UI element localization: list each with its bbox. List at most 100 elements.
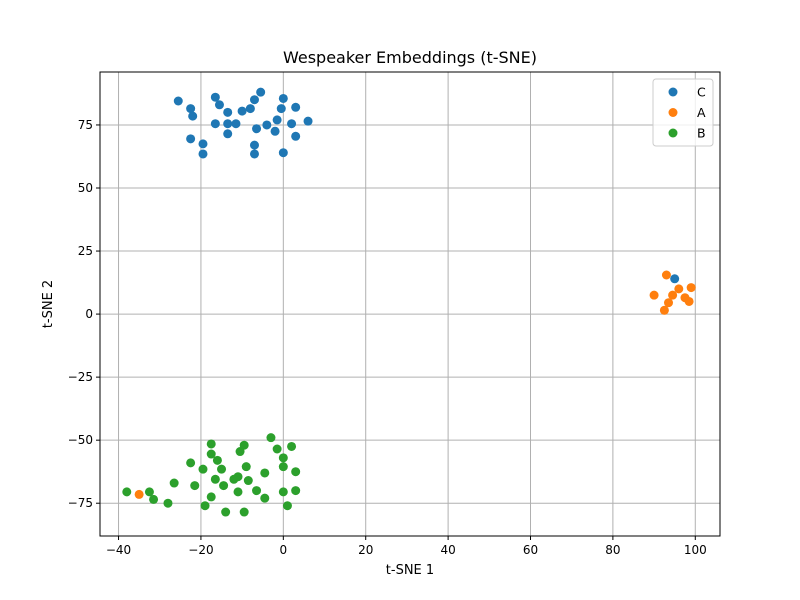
data-point	[212, 455, 222, 465]
data-point	[229, 474, 239, 484]
data-point	[214, 100, 224, 110]
series-B	[122, 433, 301, 517]
y-tick-label: 75	[78, 118, 93, 132]
data-point	[134, 489, 144, 499]
data-point	[210, 474, 220, 484]
legend-marker	[668, 108, 678, 117]
data-point	[262, 120, 272, 130]
data-point	[684, 296, 694, 306]
y-tick-label: −25	[68, 370, 93, 384]
data-point	[221, 507, 231, 517]
data-point	[206, 439, 216, 449]
data-point	[278, 93, 288, 103]
data-point	[223, 107, 233, 117]
chart-title: Wespeaker Embeddings (t-SNE)	[283, 48, 537, 67]
data-point	[223, 119, 233, 129]
data-point	[198, 149, 208, 159]
data-point	[276, 104, 286, 114]
data-point	[291, 131, 301, 141]
data-point	[649, 290, 659, 300]
data-point	[144, 487, 154, 497]
data-point	[239, 507, 249, 517]
data-point	[223, 129, 233, 139]
data-point	[217, 464, 227, 474]
x-tick-label: −40	[106, 543, 131, 557]
data-point	[252, 124, 262, 134]
data-point	[235, 447, 245, 457]
data-point	[282, 501, 292, 511]
data-point	[278, 453, 288, 463]
data-point	[249, 140, 259, 150]
data-point	[686, 283, 696, 293]
data-point	[664, 298, 674, 308]
data-point	[303, 116, 313, 126]
x-tick-label: 80	[605, 543, 620, 557]
plot-frame	[99, 71, 721, 537]
data-point	[243, 476, 253, 486]
data-point	[245, 104, 255, 114]
data-point	[210, 119, 220, 129]
y-axis-label: t-SNE 2	[41, 280, 56, 328]
data-point	[278, 462, 288, 472]
data-point	[260, 493, 270, 503]
data-point	[198, 464, 208, 474]
legend-label: B	[697, 126, 706, 141]
x-tick-label: 100	[684, 543, 707, 557]
legend-box	[652, 78, 714, 147]
x-tick-label: 0	[280, 543, 288, 557]
x-tick-label: −20	[188, 543, 213, 557]
legend-label: C	[697, 85, 706, 100]
data-points	[122, 87, 696, 517]
series-A	[134, 270, 696, 499]
legend-marker	[668, 87, 678, 97]
x-axis-label: t-SNE 1	[386, 563, 434, 578]
data-point	[668, 290, 678, 300]
data-point	[661, 270, 671, 280]
data-point	[186, 104, 196, 114]
data-point	[670, 274, 680, 284]
data-point	[270, 126, 280, 136]
data-point	[252, 486, 262, 496]
x-tick-label: 20	[358, 543, 373, 557]
data-point	[219, 481, 229, 491]
y-tick-label: −50	[68, 433, 93, 447]
data-point	[173, 96, 183, 106]
y-tick-label: 0	[85, 307, 93, 321]
data-point	[674, 284, 684, 294]
data-point	[659, 305, 669, 315]
data-point	[278, 487, 288, 497]
data-point	[186, 134, 196, 144]
data-point	[278, 148, 288, 158]
data-point	[287, 441, 297, 451]
data-point	[210, 92, 220, 102]
data-point	[198, 139, 208, 149]
data-point	[200, 501, 210, 511]
data-point	[272, 115, 282, 125]
data-point	[260, 468, 270, 478]
data-point	[249, 95, 259, 105]
y-tick-label: 25	[78, 244, 93, 258]
y-tick-label: 50	[78, 181, 93, 195]
data-point	[163, 498, 173, 508]
data-point	[291, 102, 301, 112]
data-point	[287, 119, 297, 129]
data-point	[190, 481, 200, 491]
legend: CAB	[652, 78, 714, 147]
data-point	[237, 106, 247, 116]
data-point	[149, 494, 159, 504]
data-point	[266, 433, 276, 443]
series-C	[173, 87, 680, 284]
data-point	[249, 149, 259, 159]
data-point	[291, 486, 301, 496]
data-point	[233, 487, 243, 497]
x-tick-label: 60	[523, 543, 538, 557]
data-point	[169, 478, 179, 488]
data-point	[291, 467, 301, 477]
data-point	[272, 444, 282, 454]
data-point	[206, 492, 216, 502]
legend-marker	[668, 128, 678, 138]
legend-label: A	[697, 105, 706, 120]
data-point	[231, 119, 241, 129]
data-point	[188, 111, 198, 121]
